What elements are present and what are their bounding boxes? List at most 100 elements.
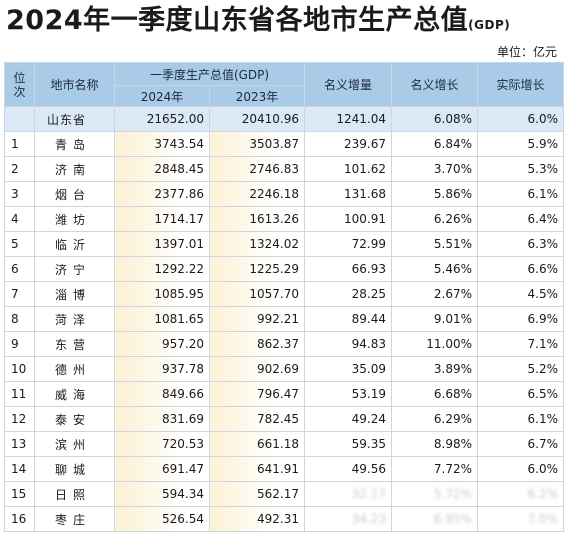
rank-cell: 13 — [4, 431, 35, 457]
gdp-2023-cell: 3503.87 — [208, 131, 306, 157]
gdp-2023-cell: 2246.18 — [208, 181, 306, 207]
city-cell: 泰安 — [34, 406, 115, 432]
table-row: 11 威海 849.66 796.47 53.19 6.68% 6.5% — [4, 381, 565, 407]
table-row: 16 枣庄 526.54 492.31 34.23 6.95% 7.0% — [4, 506, 565, 532]
table-row: 8 菏泽 1081.65 992.21 89.44 9.01% 6.9% — [4, 306, 565, 332]
city-cell: 烟台 — [34, 181, 115, 207]
gdp-2024-cell: 2848.45 — [114, 156, 210, 182]
gdp-2024-cell: 526.54 — [114, 506, 210, 532]
table-row: 3 烟台 2377.86 2246.18 131.68 5.86% 6.1% — [4, 181, 565, 207]
city-cell: 潍坊 — [34, 206, 115, 232]
nominal-growth-cell: 9.01% — [391, 306, 479, 332]
nominal-increase-cell: 131.68 — [304, 181, 393, 207]
rank-cell: 14 — [4, 456, 35, 482]
province-2023: 20410.96 — [208, 106, 306, 132]
city-cell: 青岛 — [34, 131, 115, 157]
rank-cell: 6 — [4, 256, 35, 282]
nominal-increase-cell: 53.19 — [304, 381, 393, 407]
nominal-growth-cell: 5.86% — [391, 181, 479, 207]
nominal-increase-cell: 34.23 — [304, 506, 393, 532]
real-growth-cell: 6.9% — [477, 306, 565, 332]
real-growth-cell: 6.4% — [477, 206, 565, 232]
nominal-growth-cell: 6.95% — [391, 506, 479, 532]
header-2023: 2023年 — [208, 85, 306, 107]
nominal-increase-cell: 35.09 — [304, 356, 393, 382]
rank-cell: 10 — [4, 356, 35, 382]
city-cell: 枣庄 — [34, 506, 115, 532]
city-cell: 威海 — [34, 381, 115, 407]
nominal-increase-cell: 89.44 — [304, 306, 393, 332]
table-row: 9 东营 957.20 862.37 94.83 11.00% 7.1% — [4, 331, 565, 357]
header-real-growth: 实际增长 — [477, 62, 565, 107]
nominal-growth-cell: 5.46% — [391, 256, 479, 282]
city-cell: 济宁 — [34, 256, 115, 282]
gdp-2023-cell: 862.37 — [208, 331, 306, 357]
gdp-2024-cell: 720.53 — [114, 431, 210, 457]
real-growth-cell: 6.5% — [477, 381, 565, 407]
rank-cell: 9 — [4, 331, 35, 357]
gdp-2024-cell: 1085.95 — [114, 281, 210, 307]
real-growth-cell: 6.0% — [477, 456, 565, 482]
gdp-2024-cell: 1292.22 — [114, 256, 210, 282]
gdp-2023-cell: 1324.02 — [208, 231, 306, 257]
nominal-growth-cell: 8.98% — [391, 431, 479, 457]
gdp-2023-cell: 796.47 — [208, 381, 306, 407]
table-row: 2 济南 2848.45 2746.83 101.62 3.70% 5.3% — [4, 156, 565, 182]
nominal-increase-cell: 28.25 — [304, 281, 393, 307]
gdp-2024-cell: 2377.86 — [114, 181, 210, 207]
real-growth-cell: 4.5% — [477, 281, 565, 307]
rank-cell: 15 — [4, 481, 35, 507]
table-row: 13 滨州 720.53 661.18 59.35 8.98% 6.7% — [4, 431, 565, 457]
gdp-2024-cell: 3743.54 — [114, 131, 210, 157]
province-real-growth: 6.0% — [477, 106, 565, 132]
province-increase: 1241.04 — [304, 106, 393, 132]
real-growth-cell: 7.0% — [477, 506, 565, 532]
rank-cell: 11 — [4, 381, 35, 407]
real-growth-cell: 6.1% — [477, 181, 565, 207]
province-name: 山东省 — [34, 106, 115, 132]
nominal-growth-cell: 6.26% — [391, 206, 479, 232]
city-cell: 德州 — [34, 356, 115, 382]
gdp-2023-cell: 902.69 — [208, 356, 306, 382]
gdp-2024-cell: 937.78 — [114, 356, 210, 382]
table-row: 5 临沂 1397.01 1324.02 72.99 5.51% 6.3% — [4, 231, 565, 257]
nominal-increase-cell: 72.99 — [304, 231, 393, 257]
title-suffix: (GDP) — [468, 18, 511, 32]
gdp-2024-cell: 1397.01 — [114, 231, 210, 257]
nominal-growth-cell: 3.70% — [391, 156, 479, 182]
rank-cell: 2 — [4, 156, 35, 182]
rank-cell: 4 — [4, 206, 35, 232]
header-nominal-growth: 名义增长 — [391, 62, 479, 107]
nominal-growth-cell: 6.68% — [391, 381, 479, 407]
gdp-2023-cell: 782.45 — [208, 406, 306, 432]
table-row: 15 日照 594.34 562.17 32.17 5.72% 6.2% — [4, 481, 565, 507]
rank-cell: 8 — [4, 306, 35, 332]
title-main: 2024年一季度山东省各地市生产总值 — [6, 5, 469, 36]
nominal-growth-cell: 3.89% — [391, 356, 479, 382]
nominal-growth-cell: 7.72% — [391, 456, 479, 482]
real-growth-cell: 5.9% — [477, 131, 565, 157]
real-growth-cell: 7.1% — [477, 331, 565, 357]
nominal-increase-cell: 32.17 — [304, 481, 393, 507]
city-cell: 聊城 — [34, 456, 115, 482]
table-row: 6 济宁 1292.22 1225.29 66.93 5.46% 6.6% — [4, 256, 565, 282]
real-growth-cell: 6.7% — [477, 431, 565, 457]
table-row: 4 潍坊 1714.17 1613.26 100.91 6.26% 6.4% — [4, 206, 565, 232]
nominal-growth-cell: 5.51% — [391, 231, 479, 257]
gdp-2023-cell: 992.21 — [208, 306, 306, 332]
city-cell: 淄博 — [34, 281, 115, 307]
province-row: 山东省 21652.00 20410.96 1241.04 6.08% 6.0% — [4, 106, 565, 132]
real-growth-cell: 6.2% — [477, 481, 565, 507]
gdp-2024-cell: 1714.17 — [114, 206, 210, 232]
nominal-increase-cell: 49.56 — [304, 456, 393, 482]
rank-cell: 12 — [4, 406, 35, 432]
real-growth-cell: 5.3% — [477, 156, 565, 182]
nominal-growth-cell: 5.72% — [391, 481, 479, 507]
nominal-growth-cell: 6.84% — [391, 131, 479, 157]
province-2024: 21652.00 — [114, 106, 210, 132]
gdp-table: 位次 地市名称 一季度生产总值(GDP) 名义增量 名义增长 实际增长 2024… — [4, 62, 565, 532]
rank-cell: 7 — [4, 281, 35, 307]
rank-cell: 16 — [4, 506, 35, 532]
city-cell: 滨州 — [34, 431, 115, 457]
gdp-2024-cell: 957.20 — [114, 331, 210, 357]
